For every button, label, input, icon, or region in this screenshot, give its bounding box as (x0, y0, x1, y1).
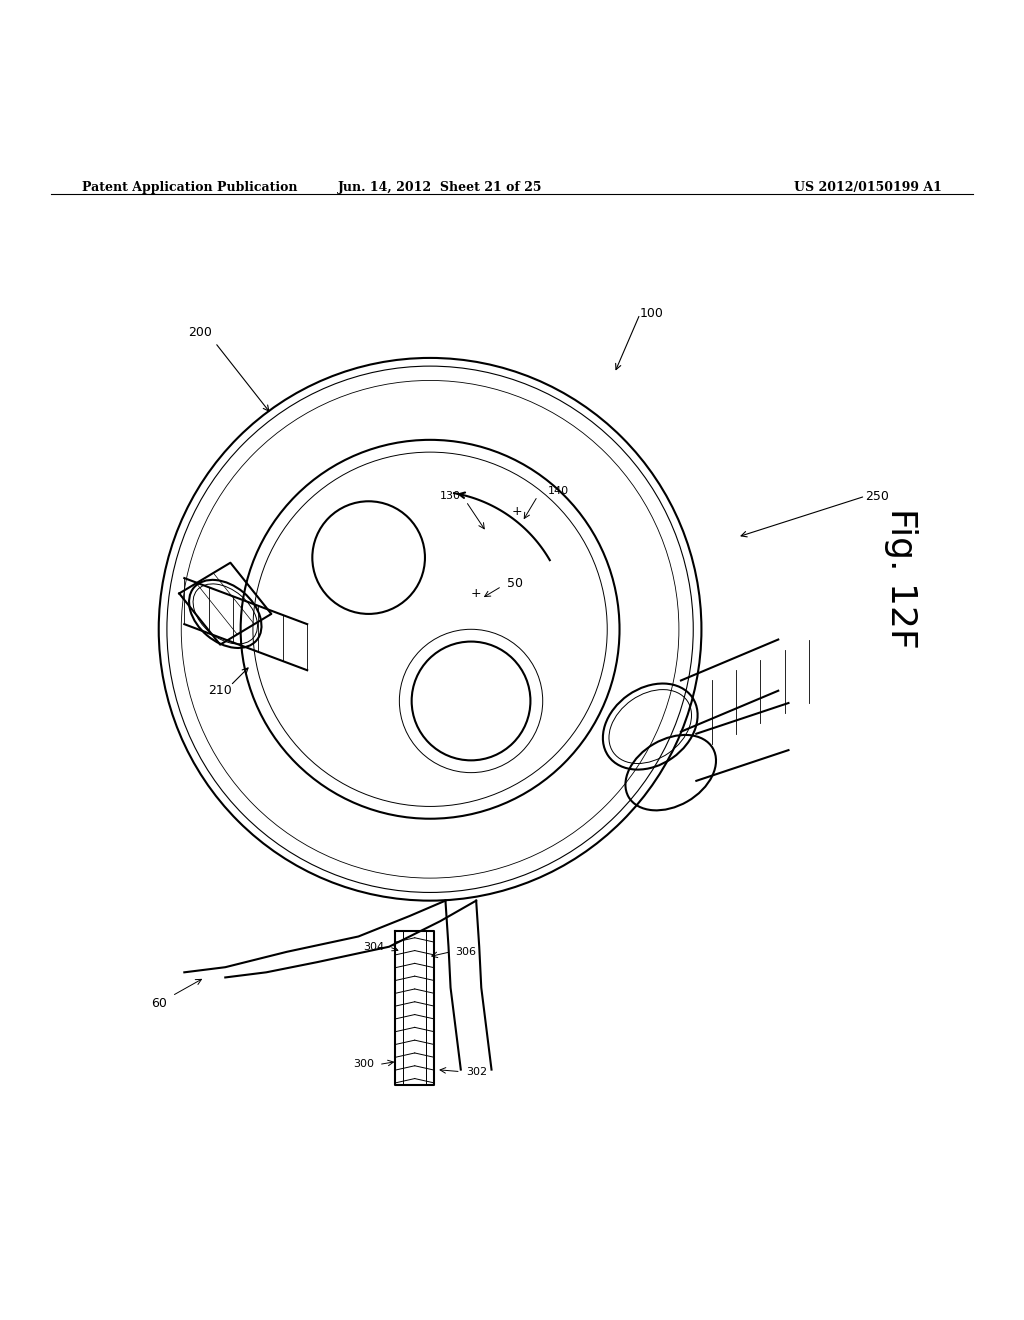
Text: 306: 306 (456, 946, 477, 957)
Text: 60: 60 (151, 997, 167, 1010)
Text: 200: 200 (187, 326, 212, 339)
Text: Jun. 14, 2012  Sheet 21 of 25: Jun. 14, 2012 Sheet 21 of 25 (338, 181, 543, 194)
Text: +: + (512, 506, 522, 517)
Text: 50: 50 (507, 577, 523, 590)
Text: +: + (471, 587, 481, 599)
Text: 130: 130 (439, 491, 461, 502)
Text: Patent Application Publication: Patent Application Publication (82, 181, 297, 194)
Text: 100: 100 (640, 308, 664, 321)
Text: Fig. 12F: Fig. 12F (884, 508, 919, 648)
Text: 304: 304 (362, 941, 384, 952)
Text: 302: 302 (466, 1067, 487, 1077)
Text: 140: 140 (548, 486, 569, 496)
Text: 250: 250 (865, 490, 889, 503)
Text: 300: 300 (352, 1060, 374, 1069)
Text: 210: 210 (208, 684, 232, 697)
Text: US 2012/0150199 A1: US 2012/0150199 A1 (795, 181, 942, 194)
